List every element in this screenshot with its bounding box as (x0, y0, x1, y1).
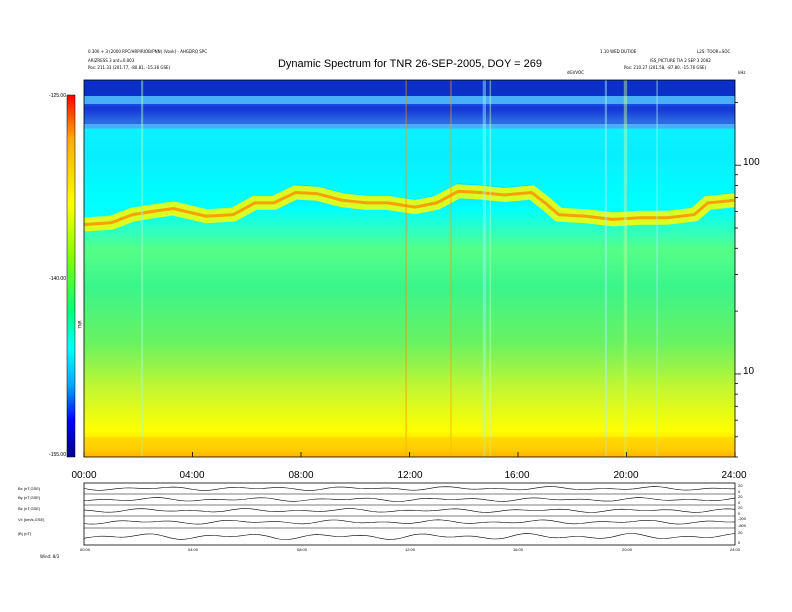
plasma-line (84, 189, 735, 226)
subpanel-label: Bx (nT,GSE) (18, 486, 41, 491)
subpanel-right-tick: 0 (738, 489, 741, 494)
subpanel-right-tick: 20 (738, 483, 743, 488)
colorbar-tick-label: -155.00 (49, 452, 66, 458)
subpanel-label: |B| (nT) (18, 531, 32, 536)
y-tick-label: 100 (743, 157, 760, 168)
subpanel-trace (83, 533, 736, 540)
top-band-light (84, 96, 735, 104)
footer-label: Wind: 8/3 (40, 554, 60, 559)
burst-streak (656, 80, 658, 457)
subpanel-right-tick: 0 (738, 511, 741, 516)
subpanel-label: By (nT,GSE) (18, 495, 41, 500)
colorbar-tick-label: -140.00 (49, 276, 66, 282)
x-axis-ticks (83, 452, 736, 457)
header-left-line1: 0.300 + 3 (2000 RPC/HRP/RIOB/PNN) (Vovk)… (88, 49, 208, 54)
spectrogram (84, 80, 735, 457)
x-tick-label: 08:00 (288, 470, 314, 481)
x-tick-label: 04:00 (179, 470, 205, 481)
bottom-tick-label: 20:00 (621, 547, 632, 552)
subpanel-trace (83, 508, 736, 513)
y-axis-ticks (735, 101, 741, 458)
x-tick-label: 16:00 (504, 470, 530, 481)
subpanel-right-tick: 0 (738, 500, 741, 505)
burst-streak (623, 80, 628, 457)
marker-label: dGVVOC (567, 70, 584, 75)
bottom-tick-label: 04:00 (187, 547, 198, 552)
x-tick-label: 20:00 (613, 470, 639, 481)
colorbar-tick-label: -125.00 (49, 93, 66, 99)
bottom-tick-label: 24:00 (729, 547, 740, 552)
burst-streak (604, 80, 607, 457)
upper-band-dark (84, 106, 735, 124)
top-band-dark (84, 80, 735, 96)
burst-streak (482, 80, 486, 457)
subpanel-trace (83, 486, 735, 491)
subpanel-right-tick: 20 (738, 494, 743, 499)
header-left-line3: Pos: 211.33 (201.77, -80.81, -15.36 GSE) (88, 65, 171, 70)
y-tick-label: 10 (743, 366, 755, 377)
header-center-right: 1.10 WED DUTIOE (600, 49, 637, 54)
header-right-line3: Pos: 210.27 (201.58, -87.80, -15.76 GSE) (624, 65, 707, 70)
x-tick-label: 24:00 (721, 470, 747, 481)
x-tick-label: 00:00 (71, 470, 97, 481)
colorbar-unit-label: TNR (77, 320, 83, 329)
bottom-tick-label: 16:00 (512, 547, 523, 552)
burst-streak (141, 80, 144, 457)
chart-title: Dynamic Spectrum for TNR 26-SEP-2005, DO… (277, 58, 542, 70)
colorbar (66, 94, 76, 458)
subpanel-trace (83, 497, 736, 502)
subpanel-right-tick: 20 (738, 505, 743, 510)
subpanel-label: Bz (nT,GSE) (18, 506, 41, 511)
x-tick-label: 12:00 (397, 470, 423, 481)
burst-streak (405, 80, 407, 457)
subpanel-right-tick: -200 (738, 516, 747, 521)
header-right-line2: ISS_PICTURE TIA 2 SEP 3 2002 (650, 58, 711, 63)
subpanel-right-tick: 0 (738, 540, 741, 545)
bottom-tick-label: 08:00 (296, 547, 307, 552)
cyan-region (84, 128, 735, 217)
bottom-tick-label: 00:00 (79, 547, 90, 552)
subpanels (83, 482, 736, 546)
burst-streak (450, 80, 452, 457)
bottom-tick-label: 12:00 (404, 547, 415, 552)
subpanel-trace (83, 519, 736, 525)
subpanel-right-tick: -800 (738, 523, 747, 528)
burst-streak (489, 80, 492, 457)
header-right-line1: L2S: TOOR=SOC (697, 49, 731, 54)
khz-unit-label: kHz (738, 70, 746, 75)
bottom-band (84, 437, 735, 457)
subpanel-right-tick: 20 (738, 530, 743, 535)
subpanel-frame (83, 482, 736, 546)
header-left-line2: ARIZRESS 3 ant=0.003 (88, 58, 135, 63)
subpanel-label: Vx (km/s,GSE) (18, 517, 45, 522)
vertical-streaks (141, 80, 658, 457)
